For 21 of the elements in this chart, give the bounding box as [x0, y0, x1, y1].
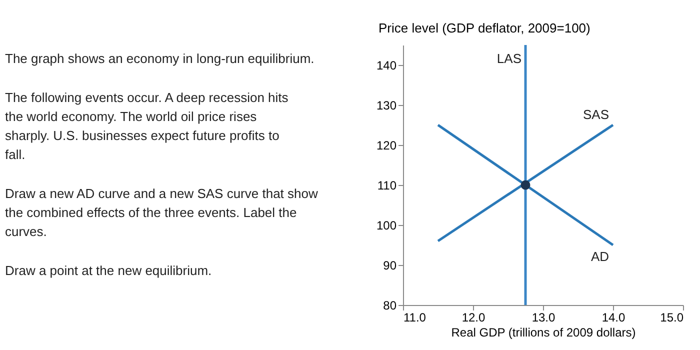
x-tick-label: 12.0	[462, 310, 486, 324]
y-tick-label: 130	[376, 98, 397, 112]
y-tick-label: 90	[383, 258, 397, 272]
text: Draw a point at the new equilibrium.	[5, 263, 212, 278]
y-tick-label: 140	[376, 58, 397, 72]
series-label: SAS	[582, 107, 610, 122]
x-tick-label: 15.0	[660, 310, 684, 324]
series-label: AD	[590, 249, 609, 264]
y-tick-label: 100	[376, 218, 397, 232]
text: The graph shows an economy in long-run equilibrium.	[5, 51, 314, 66]
text: Draw a new AD curve and a new SAS curve that show the combined effects of the three events. Label the curves.	[5, 186, 318, 239]
y-tick-label: 110	[377, 178, 397, 192]
y-tick-label: 80	[383, 298, 397, 312]
x-tick-label: 11.0	[404, 310, 426, 324]
x-tick-label: 14.0	[602, 310, 626, 324]
x-tick-label: 13.0	[532, 310, 556, 324]
y-axis-title: Price level (GDP deflator, 2009=100)	[378, 20, 590, 36]
y-tick-label: 120	[376, 138, 397, 152]
series-label: LAS	[496, 51, 522, 66]
text: The following events occur. A deep recession hits the world economy. The world oil price rises sharply. U.S. businesses expect future profits to fall.	[5, 90, 289, 162]
x-axis-title: Real GDP (trillions of 2009 dollars)	[451, 326, 636, 340]
